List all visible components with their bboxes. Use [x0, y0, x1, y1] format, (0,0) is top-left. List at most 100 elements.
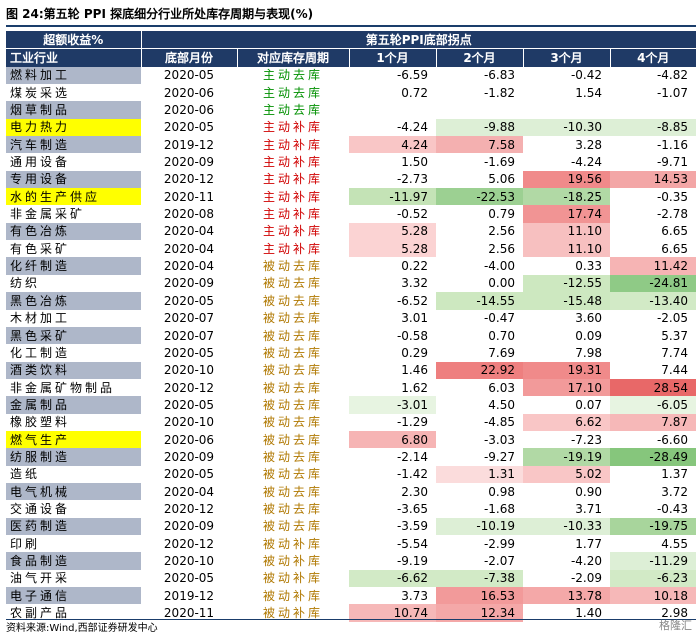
industry-cell: 燃气生产 — [6, 430, 141, 449]
header-bottom-title: 第五轮PPI底部拐点 — [140, 31, 696, 50]
return-1m-cell: 5.28 — [349, 222, 436, 241]
industry-cell: 煤炭采选 — [6, 84, 141, 102]
industry-cell: 非金属矿物制品 — [6, 378, 141, 397]
table-row: 电子通信 2019-12 被动补库 3.73 16.53 13.78 10.18 — [6, 587, 696, 605]
header-stage: 对应库存周期 — [236, 48, 349, 67]
return-1m-cell: -2.73 — [349, 170, 436, 189]
return-3m-cell: 19.31 — [523, 361, 610, 379]
bottom-month-cell: 2020-05 — [141, 344, 237, 362]
industry-cell: 化纤制造 — [6, 257, 141, 275]
return-3m-cell: -15.48 — [523, 292, 610, 310]
header-row-1: 超额收益% 第五轮PPI底部拐点 — [6, 31, 696, 50]
bottom-month-cell: 2020-04 — [141, 482, 237, 501]
industry-cell: 造纸 — [6, 465, 141, 483]
table-row: 水的生产供应 2020-11 主动补库 -11.97 -22.53 -18.25 -0.35 — [6, 188, 696, 206]
return-4m-cell: -6.05 — [610, 396, 696, 414]
bottom-month-cell: 2020-07 — [141, 326, 237, 345]
return-2m-cell: 4.50 — [436, 396, 523, 414]
return-2m-cell: -14.55 — [436, 292, 523, 310]
stage-cell: 被动去库 — [262, 432, 323, 447]
return-4m-cell — [610, 101, 696, 119]
return-3m-cell: -18.25 — [523, 188, 610, 206]
bottom-month-cell: 2020-12 — [141, 170, 237, 189]
stage-cell: 被动去库 — [262, 484, 323, 499]
stage-cell: 主动补库 — [262, 155, 323, 170]
stage-cell: 主动补库 — [262, 172, 323, 187]
industry-cell: 燃料加工 — [6, 66, 141, 85]
return-3m-cell: 17.74 — [523, 205, 610, 223]
table-row: 纺织 2020-09 被动去库 3.32 0.00 -12.55 -24.81 — [6, 274, 696, 293]
stage-cell: 被动去库 — [262, 501, 323, 516]
watermark-logo: 格隆汇 — [659, 619, 692, 632]
return-4m-cell: -0.43 — [610, 500, 696, 518]
bottom-month-cell: 2020-07 — [141, 309, 237, 327]
return-4m-cell: -19.75 — [610, 517, 696, 535]
return-2m-cell: -9.88 — [436, 118, 523, 137]
table-row: 印刷 2020-12 被动补库 -5.54 -2.99 1.77 4.55 — [6, 534, 696, 553]
return-2m-cell — [436, 101, 523, 119]
return-4m-cell: -1.07 — [610, 84, 696, 102]
table-row: 化纤制造 2020-04 被动去库 0.22 -4.00 0.33 11.42 — [6, 257, 696, 275]
industry-cell: 汽车制造 — [6, 136, 141, 154]
bottom-month-cell: 2020-05 — [141, 396, 237, 414]
industry-cell: 酒类饮料 — [6, 361, 141, 379]
return-3m-cell: 17.10 — [523, 378, 610, 397]
stage-cell: 被动补库 — [262, 571, 323, 586]
industry-cell: 纺织 — [6, 274, 141, 293]
stage-cell: 被动去库 — [262, 293, 323, 308]
bottom-month-cell: 2019-12 — [141, 587, 237, 605]
industry-cell: 交通设备 — [6, 500, 141, 518]
table-row: 纺服制造 2020-09 被动去库 -2.14 -9.27 -19.19 -28.49 — [6, 448, 696, 466]
return-3m-cell: 6.62 — [523, 413, 610, 431]
return-1m-cell: 1.62 — [349, 378, 436, 397]
return-3m-cell — [523, 101, 610, 119]
return-1m-cell: 6.80 — [349, 430, 436, 449]
table-row: 木材加工 2020-07 被动去库 3.01 -0.47 3.60 -2.05 — [6, 309, 696, 327]
return-4m-cell: 6.65 — [610, 222, 696, 241]
stage-cell: 被动去库 — [262, 519, 323, 534]
stage-cell: 被动补库 — [262, 553, 323, 568]
stage-cell: 被动补库 — [262, 588, 323, 603]
bottom-month-cell: 2020-04 — [141, 257, 237, 275]
table-row: 食品制造 2020-10 被动补库 -9.19 -2.07 -4.20 -11.29 — [6, 552, 696, 570]
return-1m-cell: 1.50 — [349, 153, 436, 171]
stage-cell: 被动补库 — [262, 606, 323, 621]
return-2m-cell: 5.06 — [436, 170, 523, 189]
return-3m-cell: 19.56 — [523, 170, 610, 189]
return-4m-cell: 11.42 — [610, 257, 696, 275]
table-row: 造纸 2020-05 被动去库 -1.42 1.31 5.02 1.37 — [6, 465, 696, 483]
return-4m-cell: 7.87 — [610, 413, 696, 431]
industry-cell: 农副产品 — [6, 604, 141, 622]
return-4m-cell: -2.78 — [610, 205, 696, 223]
table-row: 化工制造 2020-05 被动去库 0.29 7.69 7.98 7.74 — [6, 344, 696, 362]
return-3m-cell: 11.10 — [523, 222, 610, 241]
industry-cell: 医药制造 — [6, 517, 141, 535]
return-4m-cell: 3.72 — [610, 482, 696, 501]
return-3m-cell: -12.55 — [523, 274, 610, 293]
bottom-month-cell: 2019-12 — [141, 136, 237, 154]
return-4m-cell: 10.18 — [610, 587, 696, 605]
return-1m-cell: -9.19 — [349, 552, 436, 570]
stage-cell: 被动去库 — [262, 259, 323, 274]
industry-cell: 非金属采矿 — [6, 205, 141, 223]
return-4m-cell: -6.23 — [610, 569, 696, 587]
return-2m-cell: -1.82 — [436, 84, 523, 102]
return-1m-cell: -4.24 — [349, 118, 436, 137]
return-4m-cell: 6.65 — [610, 240, 696, 258]
stage-cell: 被动去库 — [262, 467, 323, 482]
bottom-month-cell: 2020-08 — [141, 205, 237, 223]
table-row: 烟草制品 2020-06 主动去库 — [6, 101, 696, 119]
stage-cell: 被动去库 — [262, 276, 323, 291]
return-2m-cell: 2.56 — [436, 240, 523, 258]
return-2m-cell: -1.68 — [436, 500, 523, 518]
return-1m-cell: -3.01 — [349, 396, 436, 414]
industry-cell: 橡胶塑料 — [6, 413, 141, 431]
return-3m-cell: 7.98 — [523, 344, 610, 362]
return-3m-cell: 0.33 — [523, 257, 610, 275]
return-4m-cell: 7.74 — [610, 344, 696, 362]
return-2m-cell: 12.34 — [436, 604, 523, 622]
industry-cell: 化工制造 — [6, 344, 141, 362]
industry-cell: 木材加工 — [6, 309, 141, 327]
return-4m-cell: -0.35 — [610, 188, 696, 206]
return-2m-cell: -4.00 — [436, 257, 523, 275]
